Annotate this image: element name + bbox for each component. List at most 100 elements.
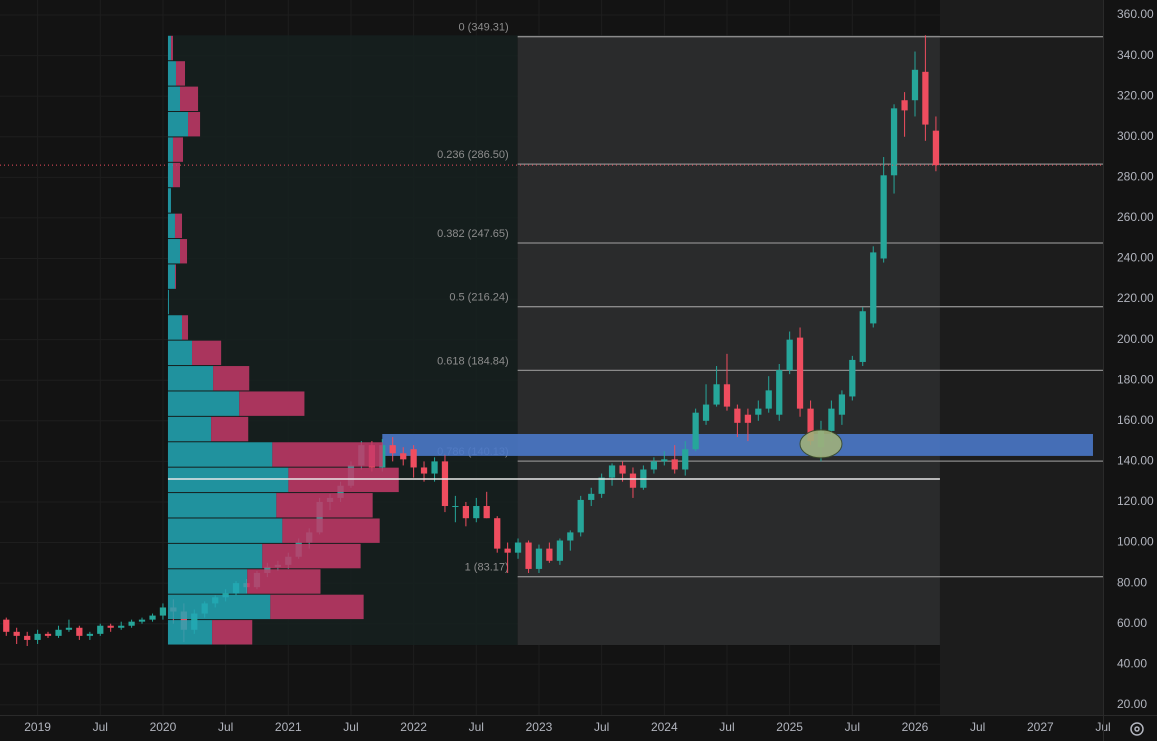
fib-label: 0.5 (216.24) xyxy=(449,292,508,304)
candle-body xyxy=(97,625,104,634)
candle-body xyxy=(702,404,710,421)
candle-body xyxy=(755,408,762,415)
candle-body xyxy=(400,453,407,460)
candle-body xyxy=(682,449,689,470)
x-tick-label: Jul xyxy=(469,720,484,734)
candle-body xyxy=(629,473,637,488)
gear[interactable] xyxy=(1130,722,1144,736)
profile-down xyxy=(288,467,399,493)
profile-down xyxy=(174,213,183,239)
profile-up xyxy=(167,594,271,620)
profile-up xyxy=(167,569,248,594)
candle-body xyxy=(149,615,156,620)
y-tick-label: 80.00 xyxy=(1117,575,1147,589)
candle-body xyxy=(608,465,616,478)
candle-body xyxy=(661,459,668,462)
y-tick-label: 300.00 xyxy=(1117,129,1154,143)
y-tick-label: 140.00 xyxy=(1117,454,1154,468)
candle-body xyxy=(452,506,459,508)
candle-body xyxy=(525,542,532,569)
fib-label: 0.236 (286.50) xyxy=(437,149,509,161)
candle-body xyxy=(65,627,73,630)
candle-body xyxy=(598,477,605,494)
candle-body xyxy=(671,459,678,470)
candle-body xyxy=(744,414,752,423)
candle-body xyxy=(107,625,114,628)
candle-body xyxy=(807,408,814,442)
candle-body xyxy=(859,311,866,362)
candle-body xyxy=(138,619,146,622)
gear-hub[interactable] xyxy=(1134,726,1140,732)
y-tick-label: 240.00 xyxy=(1117,251,1154,265)
profile-down xyxy=(175,61,186,86)
candle-body xyxy=(556,540,564,561)
candle-body xyxy=(692,412,699,450)
y-tick-label: 100.00 xyxy=(1117,535,1154,549)
y-tick-label: 60.00 xyxy=(1117,616,1147,630)
fib-label: 1 (83.17) xyxy=(465,562,509,574)
x-tick-label: 2026 xyxy=(902,720,929,734)
x-tick-label: 2020 xyxy=(150,720,177,734)
profile-down xyxy=(170,35,173,61)
x-tick-label: Jul xyxy=(218,720,233,734)
profile-down xyxy=(239,391,305,416)
marker xyxy=(799,429,843,459)
profile-up xyxy=(167,61,176,86)
profile-up xyxy=(167,493,277,518)
y-tick-label: 220.00 xyxy=(1117,291,1154,305)
y-tick-label: 280.00 xyxy=(1117,170,1154,184)
candle-body xyxy=(44,633,52,636)
candle-body xyxy=(828,408,835,431)
profile-up xyxy=(167,162,173,188)
profile-up xyxy=(167,340,193,366)
profile-up xyxy=(167,620,213,645)
candle-body xyxy=(504,548,511,553)
candle-body xyxy=(619,465,626,474)
candle-body xyxy=(55,629,62,636)
candle-body xyxy=(786,339,793,371)
profile-up xyxy=(167,467,289,493)
candle-body xyxy=(765,390,772,409)
profile-up xyxy=(167,239,180,264)
profile-up xyxy=(167,86,180,112)
candle-body xyxy=(118,625,125,628)
y-tick-label: 40.00 xyxy=(1117,656,1147,670)
profile-down xyxy=(282,518,380,543)
future-area xyxy=(939,0,1103,715)
candle-body xyxy=(483,506,490,519)
profile-down xyxy=(270,594,364,620)
profile-down xyxy=(276,493,373,518)
x-tick-label: Jul xyxy=(343,720,358,734)
x-tick-label: Jul xyxy=(845,720,860,734)
y-tick-label: 160.00 xyxy=(1117,413,1154,427)
candle-body xyxy=(441,461,449,507)
candle-body xyxy=(76,627,83,636)
y-tick-label: 360.00 xyxy=(1117,7,1154,21)
x-tick-label: 2027 xyxy=(1027,720,1054,734)
candle-body xyxy=(849,359,856,397)
x-tick-label: 2019 xyxy=(24,720,51,734)
profile-down xyxy=(272,442,383,467)
profile-down xyxy=(211,416,249,442)
profile-down xyxy=(179,86,199,112)
candle-body xyxy=(922,71,929,125)
x-tick-label: 2022 xyxy=(400,720,427,734)
profile-up xyxy=(167,35,171,61)
candle-body xyxy=(890,108,898,176)
profile-up xyxy=(167,213,175,239)
y-tick-label: 120.00 xyxy=(1117,494,1154,508)
candle-body xyxy=(932,130,940,166)
fib-label: 0 (349.31) xyxy=(459,22,509,34)
profile-up xyxy=(167,289,169,315)
profile-up xyxy=(167,391,240,416)
profile-background xyxy=(167,35,518,646)
x-tick-label: Jul xyxy=(719,720,734,734)
candle-body xyxy=(431,461,438,474)
x-tick-label: 2023 xyxy=(526,720,553,734)
x-tick-label: 2024 xyxy=(651,720,678,734)
profile-down xyxy=(212,620,253,645)
profile-down xyxy=(262,543,361,569)
profile-down xyxy=(179,239,188,264)
profile-down xyxy=(247,569,321,594)
settings-icon[interactable] xyxy=(1130,722,1144,736)
